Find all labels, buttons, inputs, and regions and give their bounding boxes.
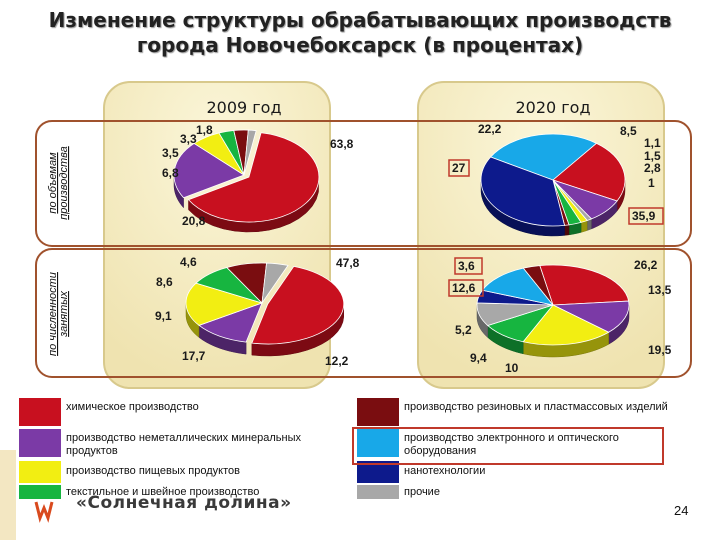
highlight-electronics-legend	[352, 427, 664, 465]
pie-2009-volume-slice-other	[243, 129, 257, 176]
legend-label-nonmetallic: производство неметаллических минеральных…	[66, 432, 301, 457]
pie-2020-volume-slice-nano	[480, 156, 566, 227]
pie-2009-volume-label-textile: 3,5	[162, 146, 179, 160]
pie-2020-volume-slice-chemical	[552, 142, 626, 202]
legend-swatch-rubber	[357, 398, 399, 426]
footer-brand: «Солнечная долина»	[76, 493, 292, 513]
pie-2020-employment-slice-nonmetallic	[551, 300, 630, 333]
legend-swatch-chemical	[19, 398, 61, 426]
row-label-volume: по объемам производства	[47, 146, 70, 220]
svg-text:производства: производства	[58, 146, 70, 220]
pie-2020-volume-label-textile: 2,8	[644, 161, 661, 175]
pie-2009-volume-label-rubber: 3,3	[180, 132, 197, 146]
legend-swatch-nano	[357, 461, 399, 483]
pie-2009-employment-label-nonmetallic: 12,2	[325, 354, 349, 368]
pie-2020-employment: 26,2 13,5 19,5 10 9,4 5,2 12,6 3,6	[448, 257, 672, 375]
row-frame-employment	[35, 248, 692, 378]
pie-2020-employment-label-nano: 5,2	[455, 323, 472, 337]
pie-2009-employment: 47,8 12,2 17,7 9,1 8,6 4,6	[155, 255, 360, 368]
pie-2020-volume-highlight-electronics	[448, 159, 470, 177]
pie-2020-employment-slice-food	[522, 304, 610, 346]
pie-2009-volume-label-nonmetallic: 20,8	[182, 214, 206, 228]
left-decor-strip	[0, 450, 16, 540]
legend-swatch-food	[19, 461, 61, 483]
year-title-2020: 2020 год	[515, 98, 590, 117]
pie-2009-employment-slice-nonmetallic	[198, 302, 263, 343]
pie-2020-employment-label-nonmetallic: 13,5	[648, 283, 672, 297]
pie-2020-employment-highlight-rubber	[454, 257, 483, 275]
svg-text:по численности: по численности	[47, 272, 59, 356]
pie-2009-volume-label-other: 1,8	[196, 123, 213, 137]
pie-2009-volume-slice-nonmetallic	[173, 142, 245, 199]
pie-2020-employment-label-other: 9,4	[470, 351, 487, 365]
pie-2020-employment-label-electronics: 12,6	[452, 281, 476, 295]
pie-2020-volume-slice-electronics	[489, 133, 598, 181]
row-frame-volume	[35, 120, 692, 247]
legend-label-rubber: производство резиновых и пластмассовых и…	[404, 401, 668, 413]
pie-2009-employment-slice-chemical	[251, 265, 345, 345]
pie-2020-volume-label-other: 1,1	[644, 136, 661, 150]
pie-2020-volume-label-nonmetallic: 8,5	[620, 124, 637, 138]
pie-2009-employment-label-rubber: 8,6	[156, 275, 173, 289]
pie-2020-employment-slice-rubber	[522, 265, 554, 306]
title-line-1: Изменение структуры обрабатывающих произ…	[48, 8, 672, 32]
legend-label-nano: нанотехнологии	[404, 465, 486, 477]
title-line-2: города Новочебоксарск (в процентах)	[136, 33, 584, 57]
pie-2020-employment-label-textile: 10	[505, 361, 519, 375]
pie-2009-employment-slice-food	[185, 282, 264, 326]
pie-2020-volume-highlight-nano	[628, 207, 664, 225]
pie-2009-employment-slice-other	[261, 262, 289, 304]
legend-label-chemical: химическое производство	[66, 401, 199, 413]
pie-2020-volume-label-food: 1,5	[644, 149, 661, 163]
page-number: 24	[674, 503, 689, 518]
year-title-2009: 2009 год	[206, 98, 281, 117]
legend-swatch-other	[357, 485, 399, 499]
legend-swatch-electronics	[357, 429, 399, 457]
svg-text:занятых: занятых	[58, 291, 70, 338]
pie-2009-volume-slice-chemical	[187, 132, 320, 223]
legend-label-other: прочие	[404, 486, 440, 498]
legend-swatch-nonmetallic	[19, 429, 61, 457]
pie-2020-employment-slice-chemical	[539, 264, 630, 306]
pie-2020-volume-label-rubber: 1	[648, 176, 655, 190]
pie-2009-volume: 63,8 20,8 6,8 3,53,31,8	[162, 123, 354, 233]
pie-2009-employment-label-other: 4,6	[180, 255, 197, 269]
pie-2020-volume-side-rubber	[564, 224, 570, 236]
legend-swatch-textile	[19, 485, 61, 499]
pie-2020-employment-highlight-electronics	[448, 279, 484, 297]
svg-text:по объемам: по объемам	[47, 152, 59, 214]
pie-2020-volume-label-chemical: 22,2	[478, 122, 502, 136]
row-label-employment: по численности занятых	[47, 272, 70, 356]
pie-2020-volume: 27 22,2 8,5 1,11,52,81 35,9	[448, 122, 664, 237]
pie-2009-employment-label-chemical: 47,8	[336, 256, 360, 270]
pie-2020-employment-label-chemical: 26,2	[634, 258, 658, 272]
legend-label-textile: текстильное и швейное производство	[66, 486, 260, 498]
pie-2009-employment-label-food: 17,7	[182, 349, 206, 363]
pie-2020-volume-label-nano: 35,9	[632, 209, 656, 223]
pie-2009-volume-label-chemical: 63,8	[330, 137, 354, 151]
pie-2020-volume-label-electronics: 27	[452, 161, 466, 175]
brand-logo-icon	[34, 501, 54, 523]
pie-2020-employment-label-food: 19,5	[648, 343, 672, 357]
legend-label-electronics: производство электронного и оптического …	[404, 432, 619, 457]
page-title: Изменение структуры обрабатывающих произ…	[0, 8, 720, 58]
legend-label-food: производство пищевых продуктов	[66, 465, 240, 477]
pie-2009-employment-label-textile: 9,1	[155, 309, 172, 323]
pie-2009-volume-label-food: 6,8	[162, 166, 179, 180]
pie-2020-employment-label-rubber: 3,6	[458, 259, 475, 273]
